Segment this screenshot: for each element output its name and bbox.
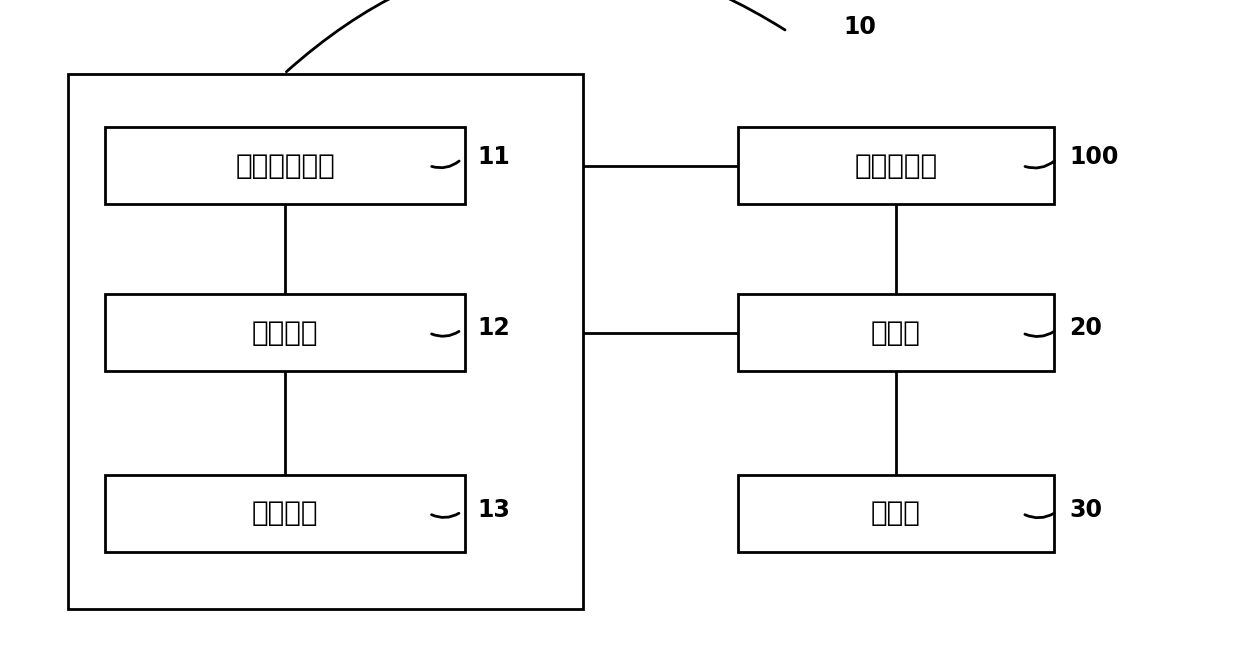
Text: 13: 13 bbox=[477, 498, 511, 522]
Text: 电子称: 电子称 bbox=[870, 500, 921, 527]
Bar bbox=[105, 294, 465, 371]
Text: 电磁阀: 电磁阀 bbox=[870, 319, 921, 347]
Bar bbox=[738, 127, 1054, 204]
Text: 12: 12 bbox=[477, 316, 510, 340]
Text: 10: 10 bbox=[843, 15, 877, 39]
Text: 11: 11 bbox=[477, 145, 510, 169]
Text: 调整模块: 调整模块 bbox=[252, 500, 319, 527]
Text: 数据获取模块: 数据获取模块 bbox=[236, 152, 335, 179]
Text: 瞬态油耗仪: 瞬态油耗仪 bbox=[854, 152, 937, 179]
Bar bbox=[738, 475, 1054, 552]
Text: 20: 20 bbox=[1069, 316, 1102, 340]
Bar bbox=[105, 475, 465, 552]
Text: 计量模块: 计量模块 bbox=[252, 319, 319, 347]
Bar bbox=[68, 74, 583, 609]
Bar bbox=[105, 127, 465, 204]
Text: 30: 30 bbox=[1069, 498, 1102, 522]
Text: 100: 100 bbox=[1069, 145, 1118, 169]
Bar bbox=[738, 294, 1054, 371]
